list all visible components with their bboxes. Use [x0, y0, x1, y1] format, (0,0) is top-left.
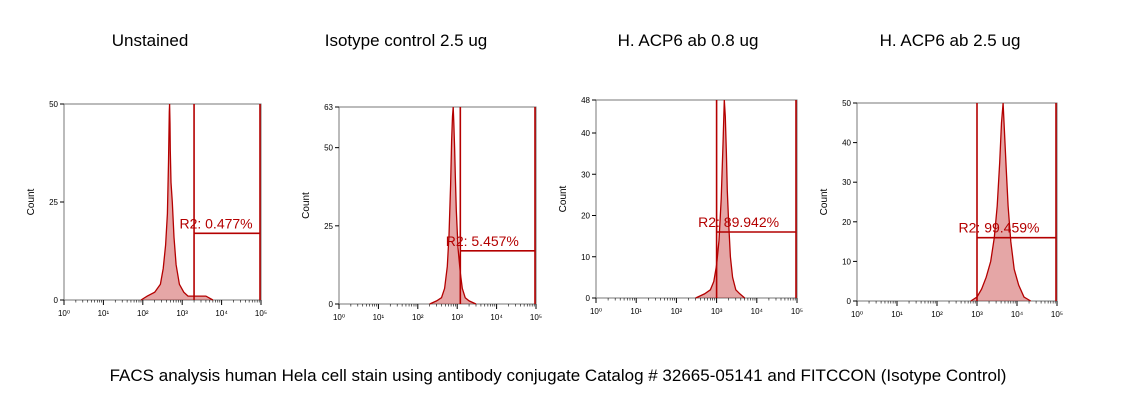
- x-tick-label: 10¹: [373, 313, 385, 322]
- y-tick-label: 30: [581, 170, 590, 179]
- y-axis-label: Count: [558, 185, 569, 212]
- y-tick-label: 10: [581, 253, 590, 262]
- x-tick-label: 10¹: [630, 307, 642, 316]
- y-tick-label: 50: [49, 100, 58, 109]
- panel-title: Isotype control 2.5 ug: [325, 31, 488, 50]
- x-tick-label: 10⁵: [1051, 310, 1063, 319]
- x-tick-label: 10⁵: [530, 313, 542, 322]
- x-tick-label: 10⁴: [490, 313, 503, 322]
- histogram-line: [140, 103, 214, 301]
- y-tick-label: 48: [581, 96, 590, 105]
- y-axis-label: Count: [819, 188, 830, 215]
- plot-frame: [856, 102, 1058, 302]
- x-tick-label: 10³: [711, 307, 723, 316]
- x-tick-label: 10²: [931, 310, 943, 319]
- histogram-line: [970, 102, 1032, 302]
- gate-label: R2: 5.457%: [446, 233, 519, 249]
- x-tick-label: 10⁰: [58, 309, 70, 318]
- y-tick-label: 40: [581, 129, 590, 138]
- y-tick-label: 20: [581, 212, 590, 221]
- x-tick-label: 10⁰: [590, 307, 602, 316]
- y-tick-label: 0: [329, 300, 334, 309]
- y-tick-label: 30: [842, 178, 851, 187]
- y-tick-label: 50: [842, 99, 851, 108]
- x-tick-label: 10⁵: [791, 307, 803, 316]
- histogram-line: [695, 99, 746, 299]
- x-tick-label: 10¹: [98, 309, 110, 318]
- plot-frame: [338, 106, 537, 305]
- panel-title: Unstained: [112, 31, 189, 50]
- x-tick-label: 10⁴: [751, 307, 764, 316]
- y-tick-label: 40: [842, 139, 851, 148]
- x-tick-label: 10³: [971, 310, 983, 319]
- x-tick-label: 10³: [451, 313, 463, 322]
- facs-panel-3: H. ACP6 ab 0.8 ug Count 0 10 20 30 40 48 10⁰ 10¹ 1…: [558, 31, 803, 316]
- y-tick-label: 0: [586, 294, 591, 303]
- y-tick-label: 25: [324, 222, 333, 231]
- y-tick-label: 63: [324, 103, 333, 112]
- plot-frame: [595, 99, 798, 299]
- y-tick-label: 50: [324, 144, 333, 153]
- y-tick-label: 25: [49, 198, 58, 207]
- x-tick-label: 10²: [412, 313, 424, 322]
- x-tick-label: 10²: [137, 309, 149, 318]
- facs-panel-4: H. ACP6 ab 2.5 ug Count 0 10 20 30 40 50 10⁰ 10¹ 1…: [819, 31, 1063, 319]
- gate-label: R2: 89.942%: [698, 214, 779, 230]
- gate-label: R2: 99.459%: [959, 220, 1040, 236]
- gate-label: R2: 0.477%: [179, 215, 252, 231]
- x-tick-label: 10¹: [891, 310, 903, 319]
- x-tick-label: 10⁴: [215, 309, 228, 318]
- panel-title: H. ACP6 ab 0.8 ug: [618, 31, 759, 50]
- x-tick-label: 10³: [176, 309, 188, 318]
- y-axis-label: Count: [26, 188, 37, 215]
- panel-title: H. ACP6 ab 2.5 ug: [880, 31, 1021, 50]
- histogram-fill: [970, 103, 1031, 301]
- facs-panel-2: Isotype control 2.5 ug Count 0 25 50 63 10⁰ 10¹…: [301, 31, 542, 322]
- y-tick-label: 0: [54, 296, 59, 305]
- x-tick-label: 10⁰: [851, 310, 863, 319]
- histogram-fill: [429, 107, 476, 304]
- histogram-line: [429, 106, 477, 305]
- x-tick-label: 10²: [671, 307, 683, 316]
- facs-panel-1: Unstained Count 0 25 50 10⁰ 10¹ 10² 10³ 10⁴ 10⁵ R2:…: [26, 31, 267, 318]
- y-tick-label: 10: [842, 257, 851, 266]
- y-tick-label: 20: [842, 218, 851, 227]
- y-axis-label: Count: [301, 192, 312, 219]
- x-tick-label: 10⁰: [333, 313, 345, 322]
- y-tick-label: 0: [847, 297, 852, 306]
- x-tick-label: 10⁵: [255, 309, 267, 318]
- histogram-fill: [695, 100, 745, 298]
- figure-caption: FACS analysis human Hela cell stain usin…: [110, 366, 1007, 385]
- x-tick-label: 10⁴: [1011, 310, 1024, 319]
